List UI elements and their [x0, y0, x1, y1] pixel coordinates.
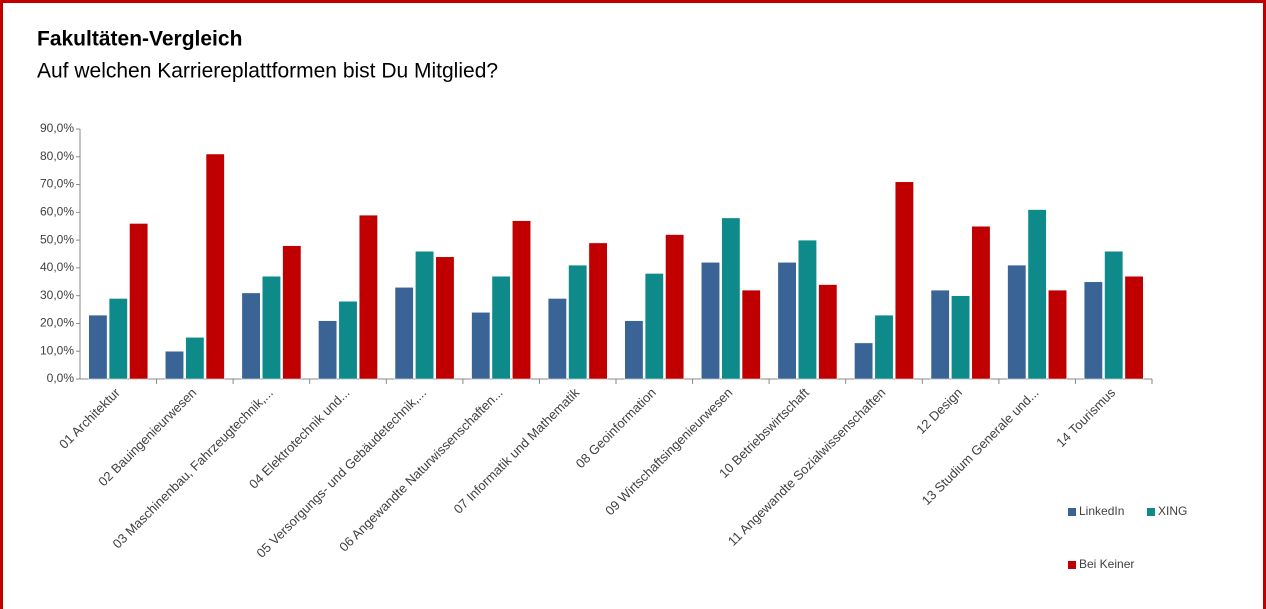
chart-title: Fakultäten-Vergleich [37, 28, 242, 51]
bar [415, 250, 435, 380]
bar [721, 217, 741, 380]
y-tick-label: 70,0% [40, 177, 74, 191]
bar [624, 320, 644, 380]
bar [894, 181, 914, 380]
y-tick-label: 0,0% [47, 371, 75, 385]
bar [1104, 250, 1124, 380]
y-tick-label: 40,0% [40, 260, 74, 274]
legend-label: Bei Keiner [1079, 557, 1134, 571]
bar [797, 239, 817, 380]
bar [588, 242, 608, 380]
y-tick-label: 20,0% [40, 316, 74, 330]
bar [644, 273, 664, 380]
x-tick-label: 11 Angewandte Sozialwissenschaften [725, 385, 889, 549]
bar [435, 256, 455, 380]
bar [491, 275, 511, 380]
legend-swatch [1068, 508, 1076, 516]
bar [185, 337, 205, 380]
y-tick-label: 80,0% [40, 149, 74, 163]
bar [568, 264, 588, 380]
bar [951, 295, 971, 380]
bar [1124, 275, 1144, 380]
x-tick-label: 01 Architektur [56, 384, 123, 451]
y-tick-label: 90,0% [40, 121, 74, 135]
chart-subtitle: Auf welchen Karriereplattformen bist Du … [37, 60, 498, 83]
bar [665, 234, 685, 380]
x-tick-label: 07 Informatik und Mathematik [451, 385, 583, 517]
bar [1007, 264, 1027, 380]
legend-swatch [1068, 561, 1076, 569]
bar [318, 320, 338, 380]
bar [358, 214, 378, 380]
bar [741, 289, 761, 380]
x-tick-label: 08 Geoinformation [573, 385, 659, 471]
bar [205, 153, 225, 380]
legend-label: LinkedIn [1079, 504, 1124, 518]
bar [1048, 289, 1067, 380]
bar [1027, 209, 1047, 380]
x-tick-label: 03 Maschinenbau, Fahrzeugtechnik,... [110, 385, 276, 551]
bar [129, 223, 149, 380]
bar [818, 284, 838, 380]
bar [854, 342, 874, 380]
bar [547, 298, 567, 380]
bar [701, 262, 720, 380]
y-tick-label: 30,0% [40, 288, 74, 302]
x-tick-label: 12 Design [913, 385, 965, 437]
x-tick-label: 09 Wirtschaftsingenieurwesen [602, 385, 735, 518]
bar [165, 350, 184, 380]
bar [241, 292, 261, 380]
legend-label: XING [1158, 504, 1187, 518]
bar [874, 314, 894, 380]
y-tick-label: 60,0% [40, 205, 74, 219]
bar [88, 314, 108, 380]
bar [1083, 281, 1103, 380]
bar [930, 289, 950, 380]
bar [471, 312, 491, 380]
y-tick-label: 50,0% [40, 232, 74, 246]
y-tick-label: 10,0% [40, 343, 74, 357]
bar [971, 225, 991, 380]
bar [108, 298, 128, 380]
x-tick-label: 06 Angewandte Naturwissenschaften... [336, 385, 506, 555]
bar [394, 287, 414, 380]
x-tick-label: 14 Tourismus [1053, 385, 1118, 450]
bar [282, 245, 302, 380]
bar [338, 300, 358, 380]
bar [512, 220, 531, 380]
x-tick-label: 05 Versorgungs- und Gebäudetechnik,... [253, 385, 429, 561]
bar [777, 262, 797, 380]
bar [261, 275, 281, 380]
legend-swatch [1147, 508, 1155, 516]
